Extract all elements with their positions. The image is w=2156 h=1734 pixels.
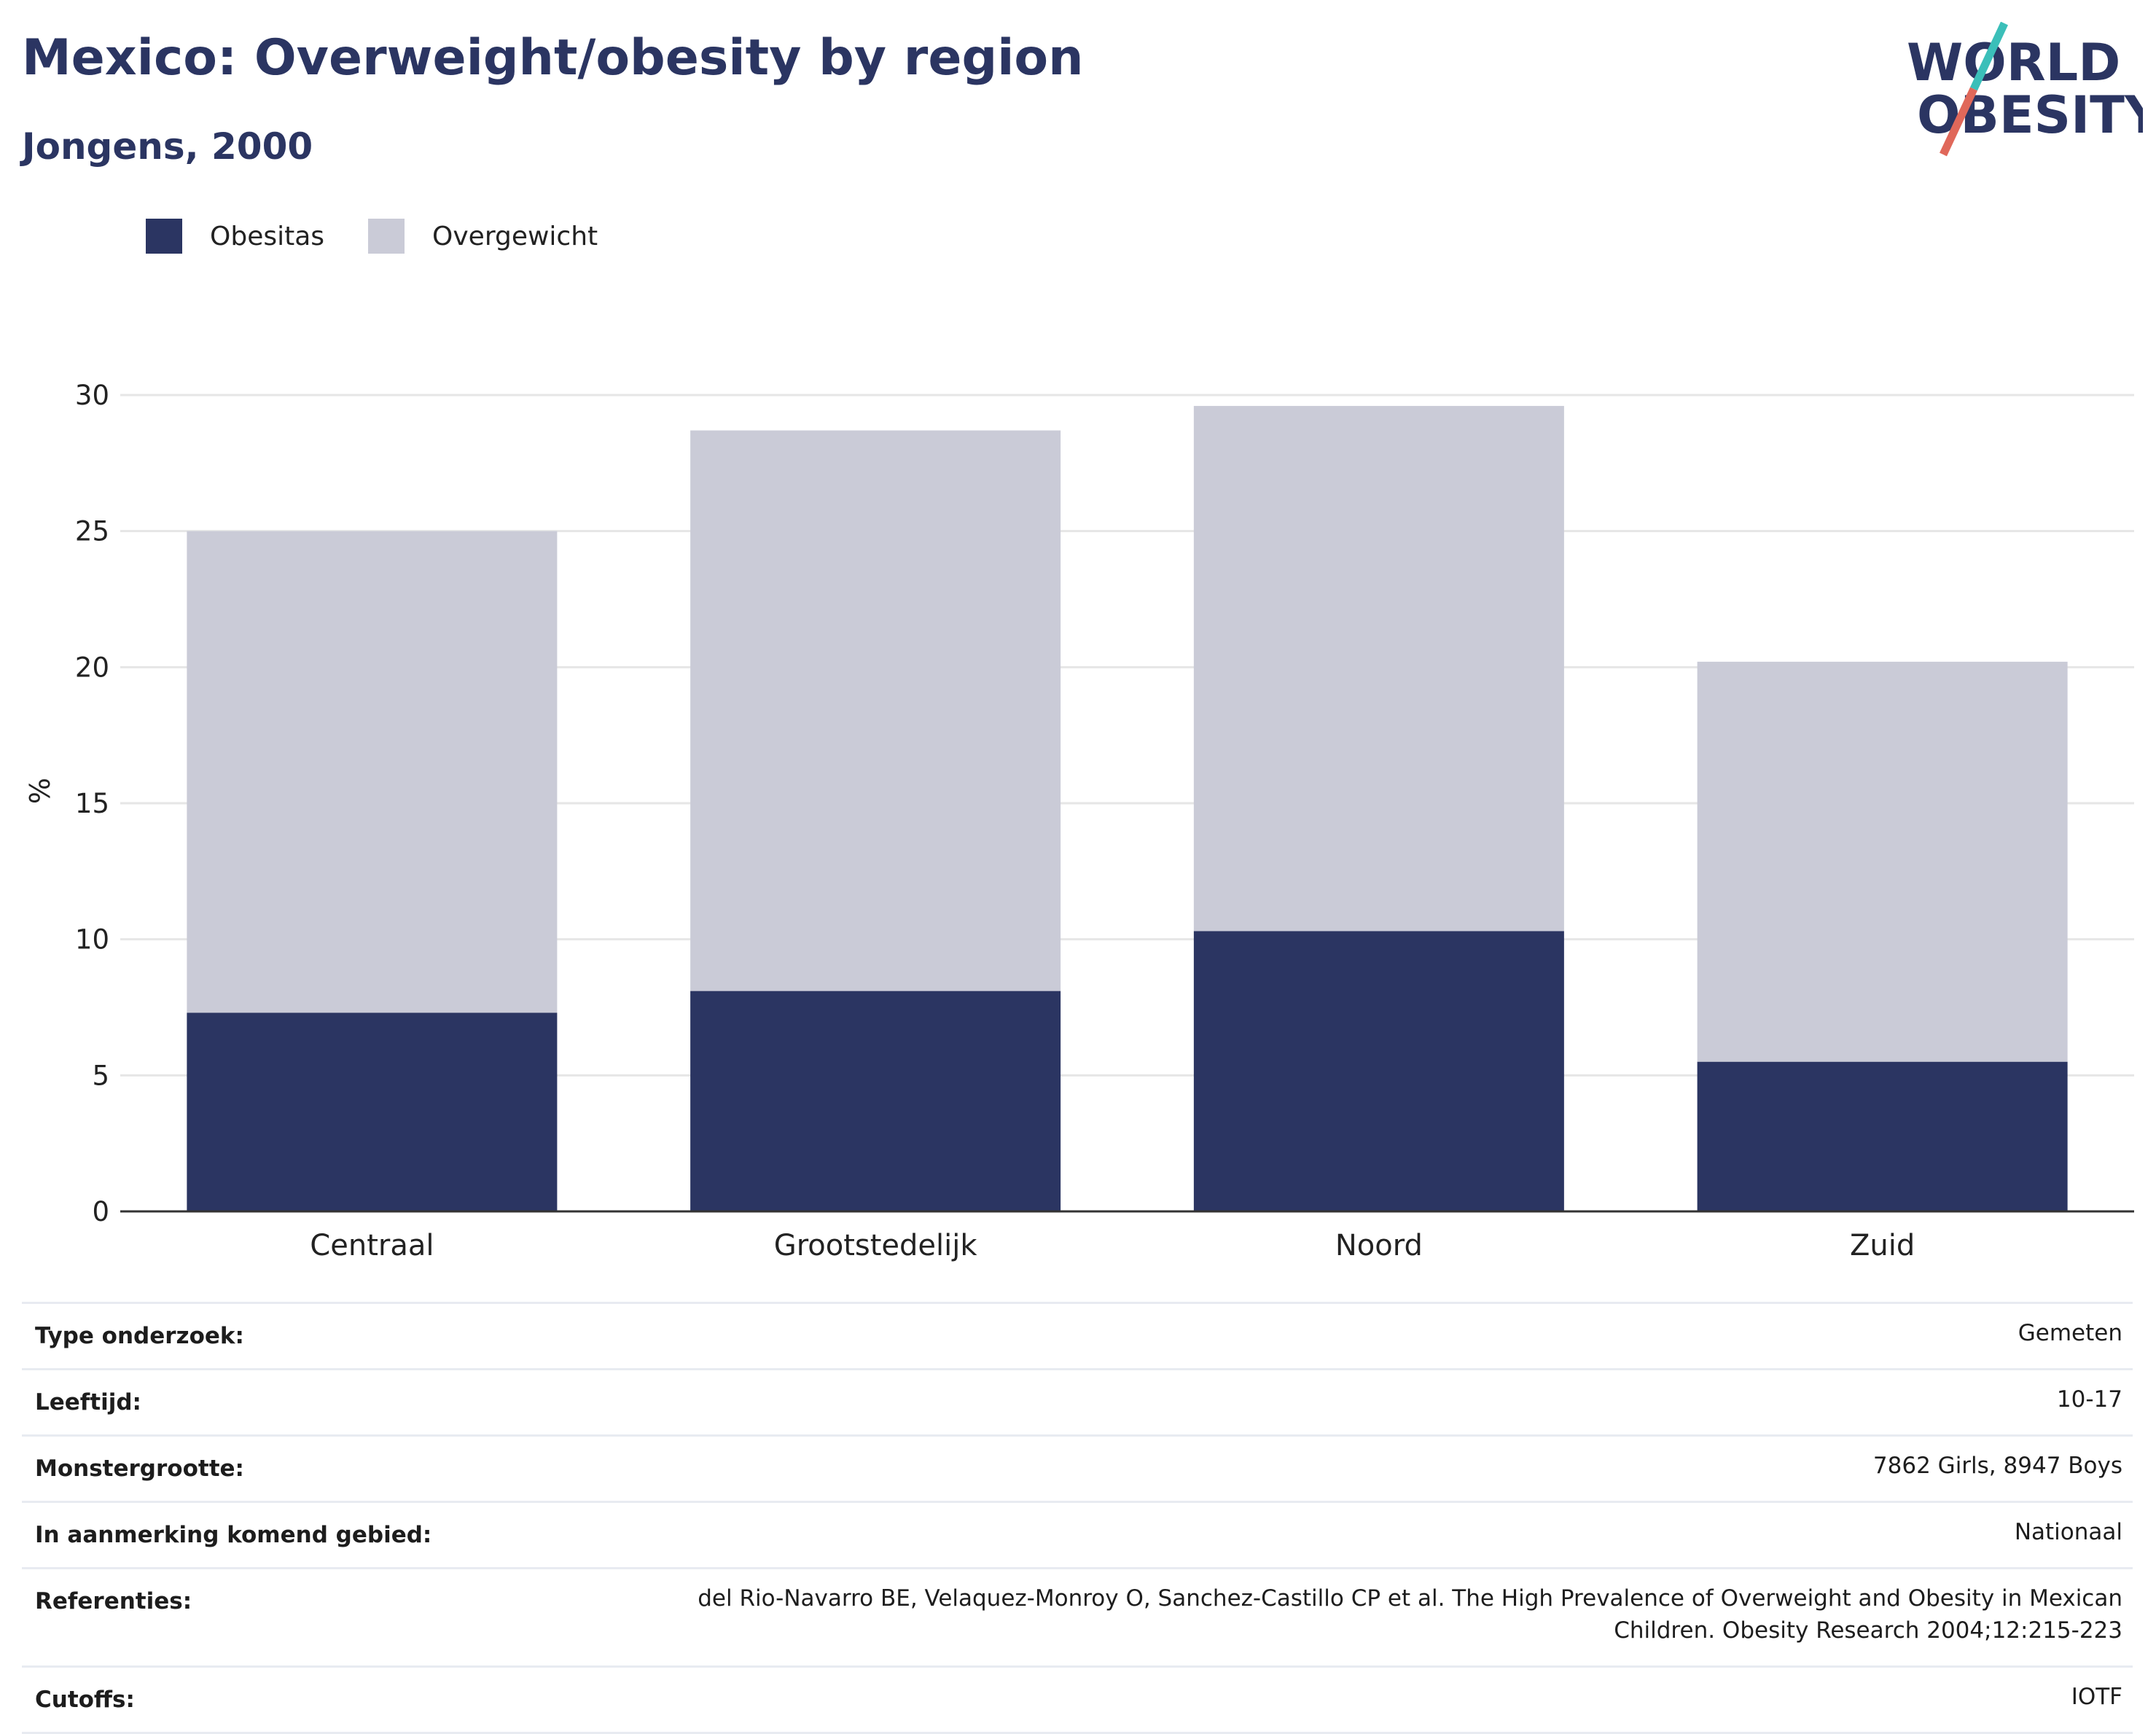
world-obesity-logo: WORLD OBESITY bbox=[1895, 22, 2143, 160]
x-tick-label: Zuid bbox=[1850, 1229, 1915, 1262]
legend-label-overgewicht: Overgewicht bbox=[432, 221, 598, 251]
info-row: Referenties: del Rio-Navarro BE, Velaquez… bbox=[22, 1567, 2133, 1665]
world-obesity-logo-graphic: WORLD OBESITY bbox=[1907, 22, 2143, 157]
y-tick-label: 0 bbox=[92, 1196, 109, 1227]
chart-legend: Obesitas Overgewicht bbox=[146, 219, 641, 254]
y-tick-label: 30 bbox=[75, 380, 109, 411]
info-value: IOTF bbox=[2071, 1684, 2122, 1710]
legend-item-overgewicht: Overgewicht bbox=[368, 219, 598, 254]
bar-obesitas-zuid bbox=[1697, 1061, 2068, 1211]
axes: 0 5 10 15 20 25 30 Centraal Grootstedelijk Noord Z… bbox=[75, 380, 2134, 1262]
chart-title: Mexico: Overweight/obesity by region bbox=[22, 29, 1084, 87]
bars bbox=[187, 405, 2068, 1211]
y-tick-label: 25 bbox=[75, 516, 109, 547]
info-row: Type onderzoek: Gemeten bbox=[22, 1302, 2133, 1368]
y-tick-label: 5 bbox=[92, 1060, 109, 1091]
logo-slash-top bbox=[1970, 22, 2008, 91]
info-label: Type onderzoek: bbox=[35, 1323, 244, 1349]
info-label: In aanmerking komend gebied: bbox=[35, 1522, 432, 1548]
x-tick-label: Grootstedelijk bbox=[774, 1229, 978, 1262]
bar-overgewicht-noord bbox=[1193, 405, 1564, 932]
info-value: del Rio-Navarro BE, Velaquez-Monroy O, S… bbox=[698, 1585, 2122, 1644]
info-row: Cutoffs: IOTF bbox=[22, 1665, 2133, 1734]
stacked-bar-chart: 0 5 10 15 20 25 30 Centraal Grootstedelijk Noord Z… bbox=[0, 364, 2156, 1283]
chart-canvas: 0 5 10 15 20 25 30 Centraal Grootstedelijk Noord Z… bbox=[24, 380, 2134, 1262]
x-tick-label: Centraal bbox=[310, 1229, 434, 1262]
bar-obesitas-grootstedelijk bbox=[690, 991, 1061, 1211]
x-tick-label: Noord bbox=[1335, 1229, 1423, 1262]
bar-overgewicht-zuid bbox=[1697, 661, 2068, 1062]
legend-item-obesitas: Obesitas bbox=[146, 219, 324, 254]
y-tick-label: 20 bbox=[75, 652, 109, 683]
info-label: Monstergrootte: bbox=[35, 1456, 244, 1482]
legend-swatch-obesitas bbox=[146, 219, 182, 254]
y-axis-label: % bbox=[24, 778, 56, 804]
bar-obesitas-noord bbox=[1193, 931, 1564, 1211]
logo-slash-bottom bbox=[1940, 87, 1977, 157]
info-value: Gemeten bbox=[2018, 1320, 2122, 1346]
chart-subtitle: Jongens, 2000 bbox=[22, 125, 313, 168]
info-label: Cutoffs: bbox=[35, 1687, 135, 1713]
bar-obesitas-centraal bbox=[187, 1012, 558, 1211]
info-value: 7862 Girls, 8947 Boys bbox=[1872, 1453, 2122, 1479]
info-label: Leeftijd: bbox=[35, 1389, 141, 1415]
bar-overgewicht-grootstedelijk bbox=[690, 430, 1061, 991]
y-tick-label: 10 bbox=[75, 924, 109, 956]
logo-line1: WORLD bbox=[1907, 33, 2120, 93]
info-value: Nationaal bbox=[2014, 1519, 2122, 1545]
info-table: Type onderzoek: Gemeten Leeftijd: 10-17 Mons… bbox=[22, 1302, 2133, 1734]
legend-swatch-overgewicht bbox=[368, 219, 405, 254]
bar-overgewicht-centraal bbox=[187, 531, 558, 1013]
info-value: 10-17 bbox=[2056, 1386, 2122, 1413]
y-tick-label: 15 bbox=[75, 788, 109, 819]
info-row: Leeftijd: 10-17 bbox=[22, 1368, 2133, 1434]
info-row: In aanmerking komend gebied: Nationaal bbox=[22, 1501, 2133, 1567]
info-label: Referenties: bbox=[35, 1588, 192, 1614]
info-row: Monstergrootte: 7862 Girls, 8947 Boys bbox=[22, 1434, 2133, 1501]
legend-label-obesitas: Obesitas bbox=[210, 221, 325, 251]
